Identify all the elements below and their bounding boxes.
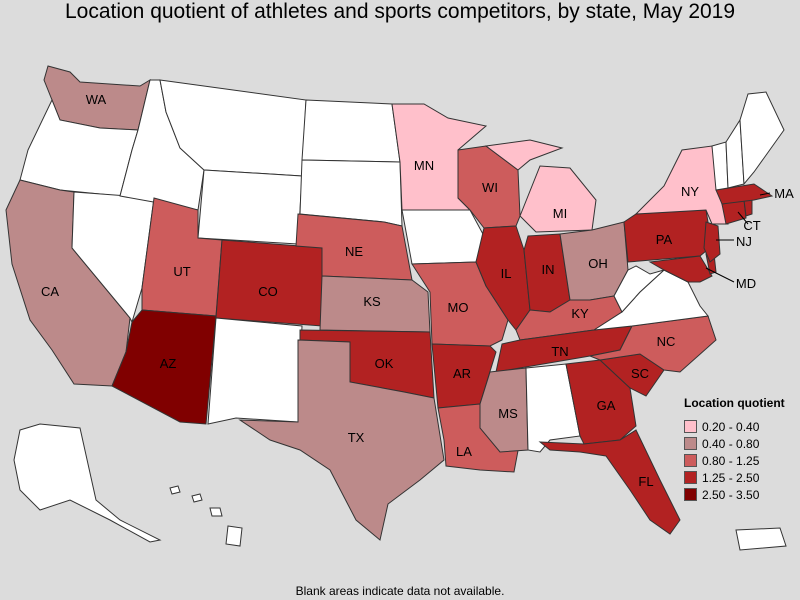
legend-label: 0.20 - 0.40: [702, 419, 760, 434]
label-OH: OH: [588, 256, 608, 271]
label-MN: MN: [414, 158, 434, 173]
label-NY: NY: [681, 184, 699, 199]
state-HI[interactable]: [169, 485, 243, 547]
legend-label: 1.25 - 2.50: [702, 470, 760, 485]
legend-swatch: [684, 437, 697, 450]
state-CO[interactable]: [215, 239, 327, 327]
territory-PR[interactable]: [735, 527, 787, 551]
label-WI: WI: [482, 180, 498, 195]
label-AZ: AZ: [160, 356, 177, 371]
state-RI[interactable]: [743, 199, 753, 217]
legend-label: 0.80 - 1.25: [702, 453, 760, 468]
label-AR: AR: [453, 366, 471, 381]
label-TX: TX: [348, 430, 365, 445]
state-ND[interactable]: [301, 99, 401, 163]
state-NJ[interactable]: [703, 221, 721, 263]
state-MI[interactable]: [484, 139, 597, 233]
state-ME[interactable]: [739, 91, 785, 186]
legend-label: 0.40 - 0.80: [702, 436, 760, 451]
state-NM[interactable]: [207, 317, 303, 425]
state-MA[interactable]: [715, 183, 774, 205]
label-GA: GA: [597, 398, 616, 413]
label-NC: NC: [657, 334, 676, 349]
footnote: Blank areas indicate data not available.: [295, 584, 505, 598]
label-LA: LA: [456, 444, 472, 459]
label-CT: CT: [743, 218, 760, 233]
label-KS: KS: [363, 294, 381, 309]
state-AK[interactable]: [13, 423, 162, 543]
legend-item: 1.25 - 2.50: [684, 469, 785, 486]
label-OK: OK: [375, 356, 394, 371]
label-FL: FL: [638, 474, 653, 489]
label-IL: IL: [501, 266, 512, 281]
state-IA[interactable]: [401, 209, 485, 265]
label-MA: MA: [774, 186, 794, 201]
state-TX[interactable]: [238, 339, 445, 541]
label-TN: TN: [551, 344, 568, 359]
legend-label: 2.50 - 3.50: [702, 487, 760, 502]
legend-swatch: [684, 471, 697, 484]
label-CO: CO: [258, 284, 278, 299]
map-legend: Location quotient 0.20 - 0.40 0.40 - 0.8…: [684, 396, 785, 503]
label-KY: KY: [571, 306, 589, 321]
label-NE: NE: [345, 244, 363, 259]
legend-item: 0.80 - 1.25: [684, 452, 785, 469]
label-IN: IN: [542, 262, 555, 277]
state-FL[interactable]: [538, 429, 681, 535]
label-WA: WA: [86, 92, 107, 107]
legend-swatch: [684, 454, 697, 467]
label-MD: MD: [736, 276, 756, 291]
state-MD[interactable]: [648, 255, 713, 283]
legend-item: 0.40 - 0.80: [684, 435, 785, 452]
state-WY[interactable]: [197, 169, 303, 245]
legend-swatch: [684, 488, 697, 501]
label-NJ: NJ: [736, 234, 752, 249]
label-leader-lines: [705, 192, 771, 283]
label-SC: SC: [631, 366, 649, 381]
state-WV[interactable]: [613, 265, 665, 313]
label-CA: CA: [41, 284, 59, 299]
legend-swatch: [684, 420, 697, 433]
label-MS: MS: [498, 406, 518, 421]
map-title: Location quotient of athletes and sports…: [64, 0, 736, 23]
state-NC[interactable]: [588, 315, 717, 373]
state-KS[interactable]: [319, 275, 431, 333]
label-UT: UT: [173, 264, 190, 279]
legend-item: 2.50 - 3.50: [684, 486, 785, 503]
legend-title: Location quotient: [684, 396, 785, 410]
label-MO: MO: [448, 300, 469, 315]
label-MI: MI: [553, 206, 567, 221]
legend-item: 0.20 - 0.40: [684, 418, 785, 435]
label-PA: PA: [656, 232, 673, 247]
